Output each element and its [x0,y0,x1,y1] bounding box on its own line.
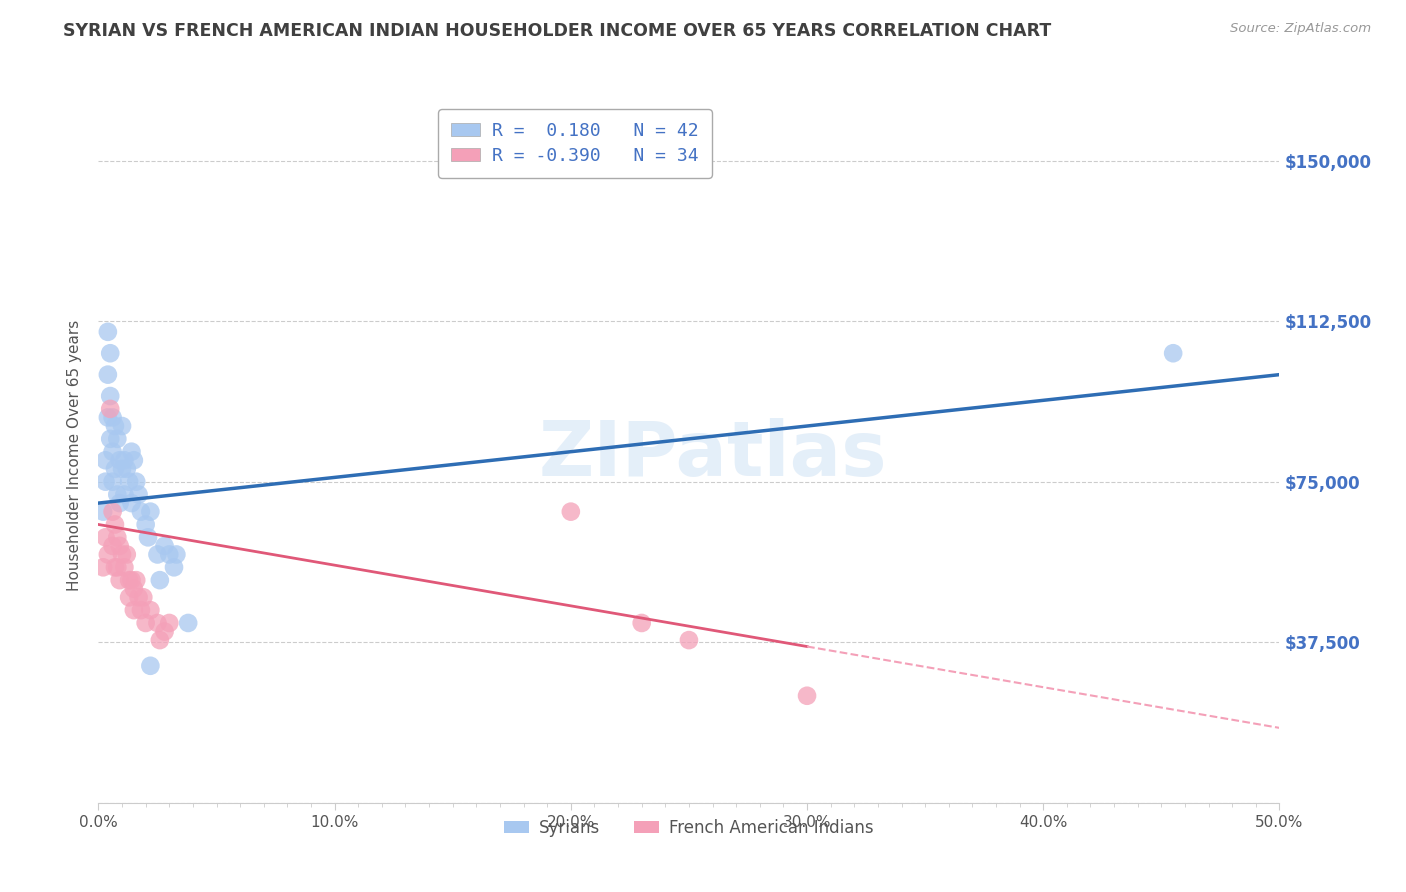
Point [98,432,121,446]
Point [94,530,117,544]
Point [104,462,127,476]
Point [118,573,141,587]
Point [112,560,135,574]
Point [111,462,134,476]
Point [163,560,186,574]
Point [136,530,159,544]
Text: SYRIAN VS FRENCH AMERICAN INDIAN HOUSEHOLDER INCOME OVER 65 YEARS CORRELATION CH: SYRIAN VS FRENCH AMERICAN INDIAN HOUSEHO… [63,22,1052,40]
Point [101,410,124,425]
Point [135,517,157,532]
Point [104,517,127,532]
Point [97,325,120,339]
Point [118,475,141,489]
Point [105,487,128,501]
Point [121,573,143,587]
Point [98,401,121,416]
Point [135,615,157,630]
Point [118,591,141,605]
Point [91,505,114,519]
Point [157,615,180,630]
Point [101,505,124,519]
Point [125,573,148,587]
Point [101,475,124,489]
Point [128,487,150,501]
Point [98,389,121,403]
Point [630,615,652,630]
Point [108,453,131,467]
Point [129,505,152,519]
Point [121,444,143,458]
Point [157,548,180,562]
Point [122,603,145,617]
Point [98,346,121,360]
Point [105,530,128,544]
Point [97,368,120,382]
Point [177,615,200,630]
Y-axis label: Householder Income Over 65 years: Householder Income Over 65 years [67,319,83,591]
Text: ZIPatlas: ZIPatlas [538,418,887,491]
Point [101,444,124,458]
Point [108,496,131,510]
Point [112,487,135,501]
Point [165,548,187,562]
Point [97,548,120,562]
Point [796,689,818,703]
Point [129,603,152,617]
Point [1161,346,1184,360]
Point [153,539,176,553]
Point [149,573,172,587]
Point [112,453,135,467]
Point [125,475,148,489]
Point [128,591,150,605]
Point [560,505,582,519]
Point [94,453,117,467]
Point [146,615,169,630]
Point [104,560,127,574]
Point [108,573,131,587]
Point [111,419,134,434]
Point [678,633,700,648]
Point [139,658,162,673]
Text: Source: ZipAtlas.com: Source: ZipAtlas.com [1230,22,1371,36]
Point [101,539,124,553]
Point [104,419,127,434]
Point [115,548,138,562]
Point [139,505,162,519]
Point [149,633,172,648]
Point [111,548,134,562]
Point [153,624,176,639]
Legend: Syrians, French American Indians: Syrians, French American Indians [498,812,880,843]
Point [94,475,117,489]
Point [121,496,143,510]
Point [91,560,114,574]
Point [105,432,128,446]
Point [122,582,145,596]
Point [146,548,169,562]
Point [115,462,138,476]
Point [97,410,120,425]
Point [132,591,155,605]
Point [108,539,131,553]
Point [122,453,145,467]
Point [105,560,128,574]
Point [139,603,162,617]
